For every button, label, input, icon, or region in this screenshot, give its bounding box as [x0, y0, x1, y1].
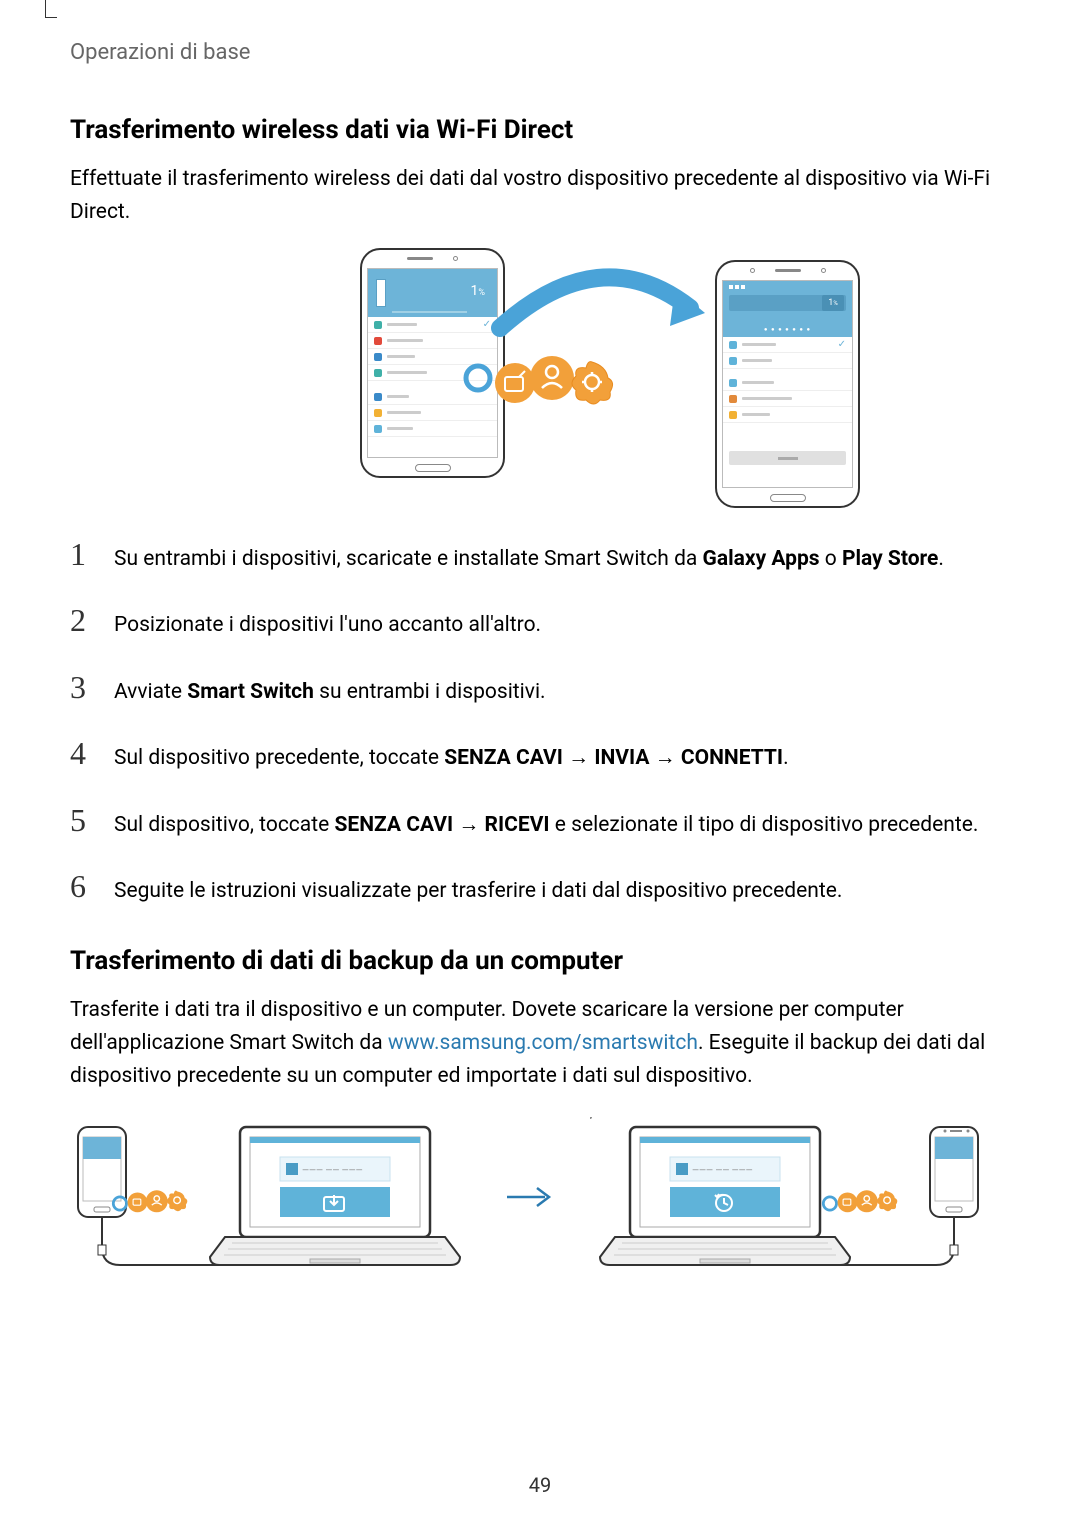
phone-source-screen: 1% ✓	[367, 268, 498, 458]
section2-intro: Trasferite i dati tra il dispositivo e u…	[70, 994, 1010, 1092]
step-number: 2	[70, 604, 94, 636]
section2-title: Trasferimento di dati di backup da un co…	[70, 946, 1010, 976]
step-text: Avviate Smart Switch su entrambi i dispo…	[114, 678, 546, 707]
step-text: Sul dispositivo precedente, toccate SENZ…	[114, 744, 789, 773]
step-text: Seguite le istruzioni visualizzate per t…	[114, 877, 842, 906]
step-text: Sul dispositivo, toccate SENZA CAVI → RI…	[114, 811, 978, 840]
phone-source-row	[368, 421, 497, 437]
section1-intro: Effettuate il trasferimento wireless dei…	[70, 163, 1010, 228]
phone-target-row	[723, 375, 852, 391]
page-tab-mark	[45, 0, 57, 18]
step-number: 1	[70, 538, 94, 570]
backup-step2-icon: ——— —— ———	[590, 1117, 990, 1277]
step-item: 6 Seguite le istruzioni visualizzate per …	[70, 870, 1010, 906]
phone-source: 1% ✓	[360, 248, 505, 478]
step-number: 6	[70, 870, 94, 902]
steps-list: 1 Su entrambi i dispositivi, scaricate e …	[70, 538, 1010, 906]
step-item: 3 Avviate Smart Switch su entrambi i disp…	[70, 671, 1010, 707]
step-arrow-icon	[505, 1182, 555, 1212]
step-text: Posizionate i dispositivi l'uno accanto …	[114, 611, 541, 640]
figure-wireless: 1% ✓ 1% ● ● ● ● ● ● ● ✓	[70, 248, 1010, 508]
step-number: 3	[70, 671, 94, 703]
step-item: 2 Posizionate i dispositivi l'uno accanto…	[70, 604, 1010, 640]
phone-source-row	[368, 389, 497, 405]
phone-target-row	[723, 353, 852, 369]
step-item: 5 Sul dispositivo, toccate SENZA CAVI → R…	[70, 804, 1010, 840]
step-text: Su entrambi i dispositivi, scaricate e i…	[114, 545, 944, 574]
svg-text:——— —— ———: ——— —— ———	[302, 1166, 363, 1176]
step-item: 1 Su entrambi i dispositivi, scaricate e …	[70, 538, 1010, 574]
page-number: 49	[0, 1473, 1080, 1497]
phone-source-row: ✓	[368, 317, 497, 333]
phone-target-row: ✓	[723, 337, 852, 353]
phone-source-row	[368, 349, 497, 365]
phone-target-row	[723, 407, 852, 423]
step-item: 4 Sul dispositivo precedente, toccate SEN…	[70, 737, 1010, 773]
page-content: Operazioni di base Trasferimento wireles…	[0, 0, 1080, 1282]
figure-computer: ——— —— ———	[70, 1112, 1010, 1282]
breadcrumb: Operazioni di base	[70, 40, 1010, 65]
transfer-arrow-icon	[490, 258, 710, 348]
step-number: 4	[70, 737, 94, 769]
phone-source-row	[368, 365, 497, 381]
section1-title: Trasferimento wireless dati via Wi-Fi Di…	[70, 115, 1010, 145]
phone-target: 1% ● ● ● ● ● ● ● ✓	[715, 260, 860, 508]
phone-target-screen: 1% ● ● ● ● ● ● ● ✓	[722, 280, 853, 488]
phone-source-row	[368, 405, 497, 421]
backup-step1-icon: ——— —— ———	[70, 1117, 470, 1277]
phone-source-row	[368, 333, 497, 349]
smartswitch-link[interactable]: www.samsung.com/smartswitch	[388, 1031, 698, 1055]
phone-target-row	[723, 391, 852, 407]
step-number: 5	[70, 804, 94, 836]
svg-text:——— —— ———: ——— —— ———	[692, 1166, 753, 1176]
